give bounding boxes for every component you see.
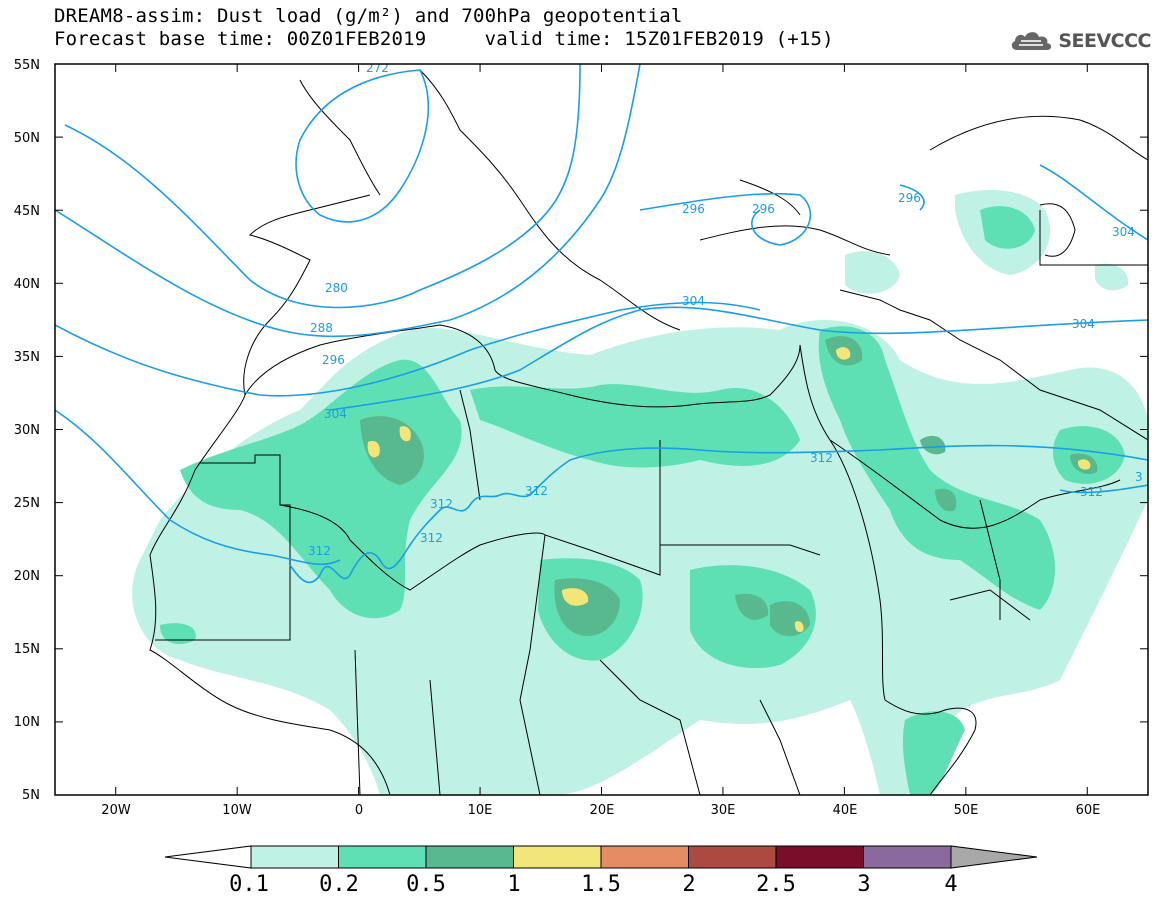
lon-label: 40E [833, 803, 858, 818]
colorbar-over-arrow [950, 845, 1038, 869]
contour-label: 312 [810, 451, 833, 465]
contour-label: 304 [1072, 317, 1095, 331]
colorbar-swatch [425, 845, 514, 869]
colorbar-label: 0.1 [229, 872, 269, 897]
lon-label: 20W [101, 803, 131, 818]
colorbar-label: 2 [682, 872, 695, 897]
lat-label: 50N [14, 131, 40, 146]
lon-label: 10W [222, 803, 252, 818]
lon-label: 60E [1076, 803, 1101, 818]
colorbar-label: 0.5 [406, 872, 446, 897]
lat-label: 20N [14, 569, 40, 584]
contour-label: 304 [324, 407, 347, 421]
colorbar-swatch [775, 845, 864, 869]
contour-label: 296 [682, 202, 705, 216]
lat-label: 55N [14, 58, 40, 73]
map-title: DREAM8-assim: Dust load (g/m²) and 700hP… [54, 5, 683, 27]
colorbar-swatch [250, 845, 339, 869]
lat-label: 30N [14, 423, 40, 438]
contour-label: 312 [420, 531, 443, 545]
lon-label: 10E [468, 803, 493, 818]
colorbar-label: 4 [944, 872, 957, 897]
contour-label: 312 [308, 544, 331, 558]
lat-label: 35N [14, 350, 40, 365]
logo-text: SEEVCCC [1058, 30, 1151, 52]
longitude-labels: 20W 10W 0 10E 20E 30E 40E 50E 60E [101, 803, 1100, 818]
colorbar-swatch [600, 845, 689, 869]
contour-label: 272 [366, 61, 389, 75]
colorbar-label: 3 [857, 872, 870, 897]
axis-ticks [55, 63, 1148, 796]
geopotential-contours [55, 64, 1148, 584]
lon-label: 30E [711, 803, 736, 818]
colorbar-label: 0.2 [319, 872, 359, 897]
contour-label: 312 [1080, 485, 1103, 499]
contour-label: 296 [752, 202, 775, 216]
lon-label: 50E [954, 803, 979, 818]
contour-label: 304 [1112, 225, 1135, 239]
colorbar-label: 1.5 [581, 872, 621, 897]
lon-label: 0 [355, 803, 363, 818]
lon-label: 20E [590, 803, 615, 818]
colorbar-swatch [338, 845, 427, 869]
dust-load-level-1 [367, 347, 1091, 632]
contour-labels: 272 280 288 296 304 312 296 296 296 304 … [308, 61, 1143, 558]
contour-label: 3 [1135, 470, 1143, 484]
colorbar-swatch [513, 845, 602, 869]
colorbar-label: 2.5 [756, 872, 796, 897]
colorbar-label: 1 [507, 872, 520, 897]
contour-label: 304 [682, 294, 705, 308]
lat-label: 15N [14, 642, 40, 657]
lat-label: 45N [14, 204, 40, 219]
contour-label: 288 [310, 321, 333, 335]
contour-label: 296 [898, 191, 921, 205]
colorbar-swatch [863, 845, 952, 869]
dust-load-level-0-2 [160, 206, 1125, 795]
latitude-labels: 5N 10N 15N 20N 25N 30N 35N 40N 45N 50N 5… [14, 58, 40, 803]
lat-label: 40N [14, 277, 40, 292]
forecast-times: Forecast base time: 00Z01FEB2019 valid t… [54, 28, 834, 50]
lat-label: 5N [22, 788, 40, 803]
contour-label: 312 [525, 484, 548, 498]
cloud-icon [1012, 32, 1052, 50]
contour-label: 296 [322, 353, 345, 367]
lat-label: 10N [14, 715, 40, 730]
colorbar-swatch [688, 845, 777, 869]
colorbar: 0.1 0.2 0.5 1 1.5 2 2.5 3 4 [164, 845, 1038, 897]
contour-label: 280 [325, 281, 348, 295]
lat-label: 25N [14, 496, 40, 511]
contour-label: 312 [430, 497, 453, 511]
colorbar-under-arrow [164, 845, 252, 869]
seevccc-logo: SEEVCCC [1009, 26, 1151, 56]
coastlines-and-borders [149, 69, 1148, 795]
